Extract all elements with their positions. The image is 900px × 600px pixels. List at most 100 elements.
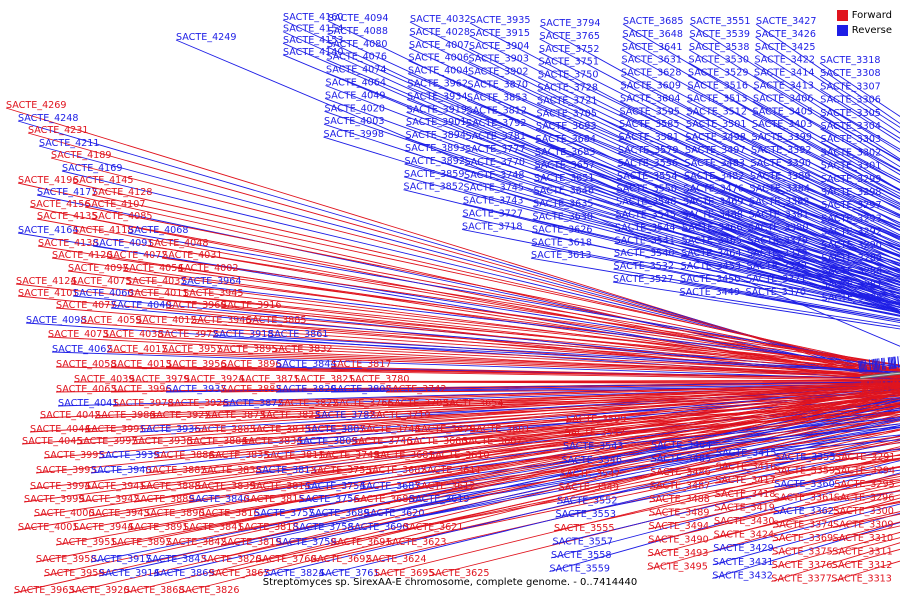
gene-leader-line bbox=[753, 88, 900, 172]
gene-label: SACTE_4164 bbox=[18, 225, 79, 236]
reverse-gene-mark bbox=[887, 357, 891, 370]
gene-label: SACTE_3300 bbox=[833, 506, 894, 517]
gene-label: SACTE_3777 bbox=[465, 144, 526, 155]
gene-label: SACTE_3425 bbox=[755, 42, 816, 53]
gene-leader-line bbox=[755, 36, 900, 134]
gene-label: SACTE_4060 bbox=[73, 288, 134, 299]
gene-label: SACTE_3489 bbox=[649, 508, 710, 519]
gene-label: SACTE_3870 bbox=[468, 80, 529, 91]
gene-label: SACTE_3449 bbox=[680, 287, 741, 298]
gene-label: SACTE_4017 bbox=[107, 344, 168, 355]
reverse-gene-mark bbox=[876, 358, 880, 371]
gene-leader-line bbox=[84, 384, 900, 433]
gene-label: SACTE_4054 bbox=[123, 263, 184, 274]
forward-gene-mark bbox=[889, 378, 892, 391]
gene-label: SACTE_3310 bbox=[833, 533, 894, 544]
gene-leader-line bbox=[774, 459, 900, 474]
gene-label: SACTE_3861 bbox=[268, 329, 329, 340]
gene-leader-line bbox=[617, 152, 900, 258]
gene-leader-line bbox=[161, 257, 900, 366]
reverse-gene-mark bbox=[872, 358, 876, 371]
gene-leader-line bbox=[616, 178, 900, 272]
gene-leader-line bbox=[747, 242, 900, 285]
forward-gene-mark bbox=[891, 378, 894, 391]
forward-gene-mark bbox=[879, 379, 882, 392]
gene-leader-line bbox=[55, 366, 900, 381]
gene-label: SACTE_3369 bbox=[773, 533, 834, 544]
gene-label: SACTE_4059 bbox=[81, 315, 142, 326]
gene-label: SACTE_3918 bbox=[213, 329, 274, 340]
gene-label: SACTE_3607 bbox=[462, 436, 523, 447]
gene-leader-line bbox=[263, 424, 900, 577]
gene-label: SACTE_3951 bbox=[56, 537, 117, 548]
gene-label: SACTE_3914 bbox=[99, 568, 160, 579]
gene-label: SACTE_3815 bbox=[244, 494, 305, 505]
forward-gene-mark bbox=[897, 377, 900, 390]
gene-label: SACTE_3516 bbox=[688, 81, 749, 92]
gene-leader-line bbox=[153, 389, 900, 459]
gene-label: SACTE_3942 bbox=[79, 494, 140, 505]
gene-label: SACTE_4189 bbox=[51, 150, 112, 161]
gene-leader-line bbox=[442, 395, 900, 407]
gene-label: SACTE_3893 bbox=[405, 143, 466, 154]
gene-label: SACTE_3963 bbox=[14, 585, 75, 596]
gene-leader-line bbox=[715, 439, 900, 457]
gene-leader-line bbox=[683, 191, 900, 264]
gene-label: SACTE_3813 bbox=[256, 465, 317, 476]
gene-label: SACTE_3417 bbox=[715, 475, 776, 486]
gene-leader-line bbox=[462, 216, 900, 312]
gene-leader-line bbox=[683, 178, 900, 256]
forward-gene-mark bbox=[880, 379, 884, 392]
gene-label: SACTE_3488 bbox=[649, 494, 710, 505]
gene-label: SACTE_4231 bbox=[28, 125, 89, 136]
gene-label: SACTE_4000 bbox=[34, 508, 95, 519]
gene-label: SACTE_3891 bbox=[128, 522, 189, 533]
gene-label: SACTE_3305 bbox=[820, 108, 881, 119]
gene-leader-line bbox=[753, 75, 900, 162]
gene-label: SACTE_3681 bbox=[374, 450, 435, 461]
gene-leader-line bbox=[649, 457, 900, 503]
gene-leader-line bbox=[403, 176, 900, 309]
gene-label: SACTE_4249 bbox=[176, 32, 237, 43]
gene-label: SACTE_3812 bbox=[467, 105, 528, 116]
gene-label: SACTE_3290 bbox=[821, 240, 882, 251]
gene-label: SACTE_3539 bbox=[690, 29, 751, 40]
gene-label: SACTE_3969 bbox=[166, 300, 227, 311]
gene-label: SACTE_3937 bbox=[166, 384, 227, 395]
reverse-gene-mark bbox=[863, 360, 866, 373]
gene-leader-line bbox=[619, 113, 900, 238]
gene-leader-line bbox=[679, 294, 900, 330]
gene-label: SACTE_3744 bbox=[360, 424, 421, 435]
gene-label: SACTE_4040 bbox=[111, 300, 172, 311]
gene-label: SACTE_3288 bbox=[822, 266, 883, 277]
gene-leader-line bbox=[245, 322, 900, 371]
gene-label: SACTE_4094 bbox=[328, 13, 389, 24]
gene-leader-line bbox=[613, 268, 900, 320]
gene-label: SACTE_3430 bbox=[714, 516, 775, 527]
gene-label: SACTE_3630 bbox=[533, 212, 594, 223]
gene-label: SACTE_3405 bbox=[753, 106, 814, 117]
gene-label: SACTE_3490 bbox=[648, 535, 709, 546]
gene-label: SACTE_4156 bbox=[30, 199, 91, 210]
gene-leader-line bbox=[310, 429, 900, 563]
gene-label: SACTE_3935 bbox=[470, 15, 531, 26]
gene-label: SACTE_3558 bbox=[551, 550, 612, 561]
gene-leader-line bbox=[559, 429, 900, 477]
gene-label: SACTE_3392 bbox=[751, 145, 812, 156]
gene-label: SACTE_3545 bbox=[616, 210, 677, 221]
gene-leader-line bbox=[712, 512, 900, 566]
gene-label: SACTE_4154 bbox=[283, 24, 344, 35]
gene-leader-line bbox=[748, 204, 900, 257]
reverse-gene-mark bbox=[889, 357, 892, 370]
gene-label: SACTE_4177 bbox=[37, 187, 98, 198]
gene-label: SACTE_4248 bbox=[18, 113, 79, 124]
gene-label: SACTE_3613 bbox=[531, 250, 592, 261]
gene-label: SACTE_3964 bbox=[181, 276, 242, 287]
gene-leader-line bbox=[463, 190, 900, 304]
gene-leader-line bbox=[405, 124, 900, 295]
gene-label: SACTE_3843 bbox=[146, 554, 207, 565]
reverse-gene-mark bbox=[878, 358, 881, 371]
gene-label: SACTE_4002 bbox=[178, 263, 239, 274]
forward-gene-mark bbox=[870, 380, 873, 393]
gene-leader-line bbox=[123, 405, 900, 594]
